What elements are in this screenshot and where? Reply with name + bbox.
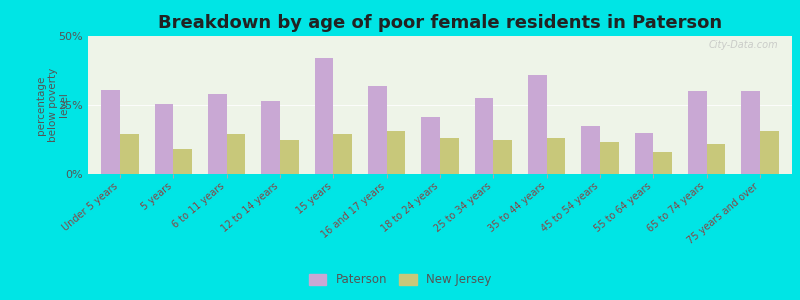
Bar xyxy=(546,138,566,174)
Bar xyxy=(422,117,440,174)
Bar xyxy=(688,91,706,174)
Bar xyxy=(154,103,174,174)
Bar xyxy=(742,91,760,174)
Bar xyxy=(634,133,654,174)
Bar xyxy=(706,144,726,174)
Text: City-Data.com: City-Data.com xyxy=(708,40,778,50)
Bar xyxy=(440,138,458,174)
Bar xyxy=(280,140,298,174)
Bar xyxy=(386,131,406,174)
Bar xyxy=(760,131,778,174)
Bar xyxy=(174,149,192,174)
Y-axis label: percentage
below poverty
level: percentage below poverty level xyxy=(36,68,70,142)
Bar xyxy=(600,142,618,174)
Bar xyxy=(528,75,546,174)
Bar xyxy=(262,101,280,174)
Bar xyxy=(582,126,600,174)
Title: Breakdown by age of poor female residents in Paterson: Breakdown by age of poor female resident… xyxy=(158,14,722,32)
Bar xyxy=(334,134,352,174)
Bar xyxy=(208,94,226,174)
Bar xyxy=(368,86,386,174)
Bar xyxy=(474,98,494,174)
Bar xyxy=(314,58,334,174)
Bar xyxy=(120,134,138,174)
Bar xyxy=(102,90,120,174)
Bar xyxy=(226,134,246,174)
Bar xyxy=(494,140,512,174)
Legend: Paterson, New Jersey: Paterson, New Jersey xyxy=(304,269,496,291)
Bar xyxy=(654,152,672,174)
